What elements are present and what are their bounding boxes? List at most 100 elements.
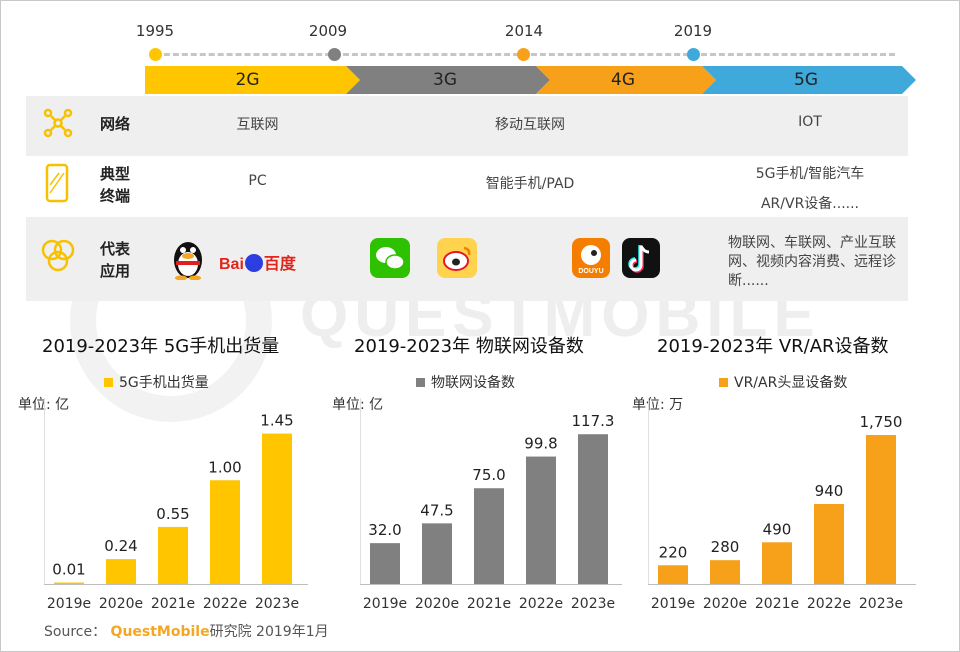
chart1-legend: 5G手机出货量	[104, 372, 209, 392]
chart3-unit: 单位: 万	[632, 397, 684, 413]
gen-5g-label: 5G	[794, 70, 818, 90]
gen-4g-label: 4G	[611, 70, 635, 90]
gen-3g: 3G	[350, 66, 540, 94]
terminal-cell-pc: PC	[248, 173, 267, 189]
chart1-legend-swatch	[104, 377, 113, 387]
chart3-category-label-2022e: 2022e	[807, 596, 851, 612]
gen-4g: 4G	[540, 66, 706, 94]
qq-penguin-icon	[174, 242, 202, 280]
network-cell-internet: 互联网	[236, 117, 279, 133]
chart2-bar-2020e	[422, 523, 452, 584]
chart1-title: 2019-2023年 5G手机出货量	[42, 336, 280, 357]
year-2014: 2014	[504, 22, 544, 40]
chart2-bar-2023e	[578, 434, 608, 584]
apps-header-line2: 应用	[100, 262, 131, 280]
chart3-legend-label: VR/AR头显设备数	[734, 375, 848, 391]
chart1-category-label-2021e: 2021e	[151, 596, 195, 612]
chart2-value-label-2020e: 47.5	[420, 501, 453, 519]
baidu-logo-text: Bai	[219, 256, 244, 273]
chart1-bar-2021e	[158, 526, 188, 584]
chart1-bar-2019e	[54, 582, 84, 584]
chart2-title: 2019-2023年 物联网设备数	[354, 336, 584, 357]
terminal-header-line2: 终端	[100, 187, 131, 205]
chart3-value-label-2021e: 490	[763, 520, 792, 538]
chart1-value-label-2022e: 1.00	[208, 458, 241, 476]
chart2-value-label-2023e: 117.3	[572, 412, 615, 430]
chart1-bar-2020e	[106, 559, 136, 584]
network-header: 网络	[100, 115, 131, 133]
chart2-value-label-2022e: 99.8	[524, 435, 557, 453]
chart2-category-label-2022e: 2022e	[519, 596, 563, 612]
apps-cell-iot-scenarios: 物联网、车联网、产业互联网、视频内容消费、远程诊断......	[728, 235, 896, 289]
generation-arrows	[145, 66, 916, 94]
chart2-bar-2021e	[474, 488, 504, 584]
gen-2g-label: 2G	[235, 70, 260, 90]
chart1-bar-2023e	[262, 433, 292, 584]
chart3-bar-2020e	[710, 560, 740, 584]
chart3-category-label-2019e: 2019e	[651, 596, 695, 612]
gen-3g-arrow	[346, 66, 550, 94]
year-1995: 1995	[135, 22, 175, 40]
timeline-dot-1995	[149, 48, 162, 61]
smartphone-icon	[45, 163, 69, 203]
chart2-category-label-2020e: 2020e	[415, 596, 459, 612]
chart3-value-label-2022e: 940	[815, 482, 844, 500]
baidu-logo: Bai 百度	[219, 250, 296, 274]
wechat-icon	[370, 238, 410, 278]
chart3-bar-2023e	[866, 435, 896, 584]
terminal-header: 典型 终端	[100, 163, 130, 207]
chart2-value-label-2021e: 75.0	[472, 466, 505, 484]
network-icon	[43, 108, 73, 138]
gen-5g-arrow	[702, 66, 916, 94]
chart2-legend-label: 物联网设备数	[431, 375, 515, 391]
baidu-logo-cn: 百度	[263, 256, 296, 273]
chart3-category-label-2020e: 2020e	[703, 596, 747, 612]
chart1-value-label-2023e: 1.45	[260, 412, 293, 430]
gen-2g: 2G	[145, 66, 350, 94]
chart1-category-label-2022e: 2022e	[203, 596, 247, 612]
douyin-icon	[622, 238, 660, 278]
gen-5g: 5G	[706, 66, 906, 94]
weibo-icon	[437, 238, 477, 278]
terminal-cell-smartphone-pad: 智能手机/PAD	[485, 176, 575, 192]
terminal-header-line1: 典型	[100, 165, 131, 183]
chart3-value-label-2020e: 280	[711, 538, 740, 556]
chart2-bar-2022e	[526, 456, 556, 584]
source-prefix: Source：	[44, 624, 107, 640]
timeline-dot-2019	[687, 48, 700, 61]
chart3-value-label-2023e: 1,750	[860, 413, 903, 431]
chart3-bar-2019e	[658, 565, 688, 584]
row-network	[26, 96, 908, 156]
chart2-value-label-2019e: 32.0	[368, 521, 401, 539]
chart1-unit: 单位: 亿	[18, 397, 70, 413]
terminal-cell-5g-devices-line2: AR/VR设备......	[760, 196, 860, 212]
gen-3g-label: 3G	[433, 70, 457, 90]
douyu-icon: DOUYU	[572, 238, 610, 278]
network-cell-mobile-internet: 移动互联网	[495, 117, 565, 133]
chart2-legend: 物联网设备数	[416, 372, 515, 392]
chart3-bar-2021e	[762, 542, 792, 584]
network-cell-iot: IOT	[798, 114, 822, 130]
apps-icon	[41, 239, 75, 272]
chart3-bar-2022e	[814, 503, 844, 584]
chart2-category-label-2019e: 2019e	[363, 596, 407, 612]
gen-2g-arrow	[145, 66, 360, 94]
chart3-category-label-2021e: 2021e	[755, 596, 799, 612]
chart3-category-label-2023e: 2023e	[859, 596, 903, 612]
chart2-category-label-2021e: 2021e	[467, 596, 511, 612]
chart1-category-label-2023e: 2023e	[255, 596, 299, 612]
chart3-legend-swatch	[719, 377, 728, 387]
chart3-legend: VR/AR头显设备数	[719, 372, 847, 392]
chart1-value-label-2019e: 0.01	[52, 561, 85, 579]
chart1-value-label-2020e: 0.24	[104, 537, 137, 555]
baidu-paw-icon	[244, 254, 263, 272]
year-2009: 2009	[308, 22, 348, 40]
source-note: Source： QuestMobile研究院 2019年1月	[44, 621, 329, 641]
chart1-bar-2022e	[210, 480, 240, 584]
chart2-unit: 单位: 亿	[332, 397, 384, 413]
chart2-category-label-2023e: 2023e	[571, 596, 615, 612]
terminal-cell-5g-devices-line1: 5G手机/智能汽车	[755, 166, 865, 182]
chart1-category-label-2020e: 2020e	[99, 596, 143, 612]
year-2019: 2019	[673, 22, 713, 40]
